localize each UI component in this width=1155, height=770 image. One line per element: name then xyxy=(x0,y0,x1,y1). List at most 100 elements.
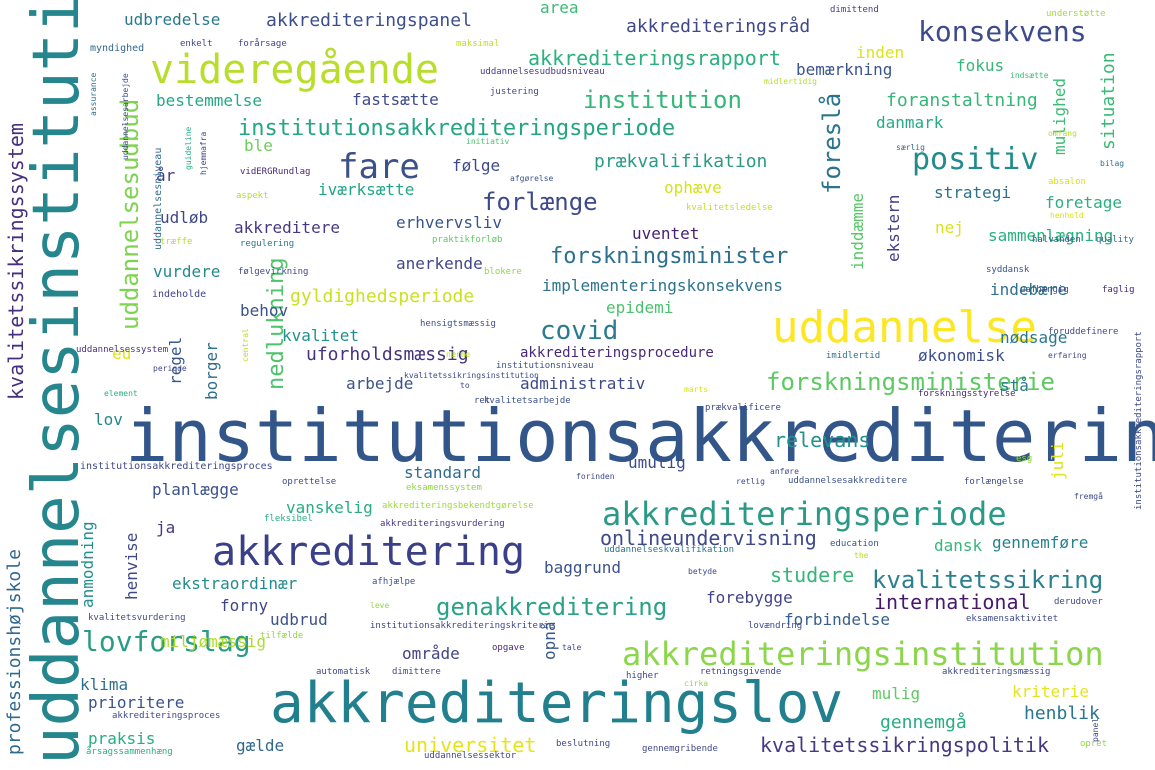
word-institution: institution xyxy=(583,86,742,114)
word-foruddefinere: foruddefinere xyxy=(1048,327,1119,337)
word-regulering: regulering xyxy=(240,239,295,249)
word-kvalitetsvurdering: kvalitetsvurdering xyxy=(88,613,186,623)
word-inden: inden xyxy=(856,43,905,62)
word-hjemmafra: hjemmafra xyxy=(199,131,208,175)
word-eksamenssystem: eksamenssystem xyxy=(406,483,482,493)
word-understoette: understøtte xyxy=(1046,9,1106,19)
word-administrativ: administrativ xyxy=(520,374,646,393)
word-henblik: henblik xyxy=(1024,703,1100,724)
word-dimittere: dimittere xyxy=(392,667,441,677)
word-fare: fare xyxy=(338,147,420,187)
word-ja: ja xyxy=(156,518,176,537)
word-ekstraordinaer: ekstraordinær xyxy=(172,574,298,593)
word-forebygge: forebygge xyxy=(706,588,793,607)
word-fleksibel: fleksibel xyxy=(264,514,313,524)
word-strategi: strategi xyxy=(934,183,1012,202)
word-guideline: guideline xyxy=(184,126,193,170)
word-inddaemme: inddæmme xyxy=(848,192,867,270)
word-fokus: fokus xyxy=(956,56,1005,75)
word-udbrud: udbrud xyxy=(270,610,328,629)
word-regel: regel xyxy=(166,336,185,385)
word-juli: juli xyxy=(1048,441,1067,480)
word-international: international xyxy=(874,590,1031,614)
word-bestemmelse: bestemmelse xyxy=(156,91,262,110)
word-uforholdsmaessig: uforholdsmæssig xyxy=(306,344,469,365)
word-uventet: uventet xyxy=(632,224,700,243)
word-syddansk: syddansk xyxy=(986,265,1030,275)
word-kvalitetssikringspolitik: kvalitetssikringspolitik xyxy=(760,733,1049,757)
word-planlaegge: planlægge xyxy=(152,480,239,499)
word-udloeb: udløb xyxy=(160,208,209,227)
word-enkelt: enkelt xyxy=(180,39,213,49)
word-forskningsminister: forskningsminister xyxy=(550,244,789,269)
word-anerkende: anerkende xyxy=(396,254,483,273)
word-borger: borger xyxy=(202,342,221,400)
word-uddannelsessystem: uddannelsessystem xyxy=(76,345,169,355)
word-akkrediteringspanel: akkrediteringspanel xyxy=(266,10,472,31)
word-akkrediteringsperiode: akkrediteringsperiode xyxy=(602,495,1007,533)
word-kvalitetssikring: kvalitetssikring xyxy=(872,566,1104,594)
word-betyde: betyde xyxy=(688,567,717,576)
word-absalon: absalon xyxy=(1048,177,1086,187)
word-kvalitetsledelse: kvalitetsledelse xyxy=(686,203,773,213)
word-noedsage: nødsage xyxy=(1000,328,1068,347)
word-imidlertid: imidlertid xyxy=(826,351,881,361)
word-quality: quality xyxy=(1096,235,1134,245)
word-higher: higher xyxy=(626,671,659,681)
word-onlineundervisning: onlineundervisning xyxy=(600,526,817,550)
word-institutionsakkrediteringsproces: institutionsakkrediteringsproces xyxy=(80,461,273,472)
word-forlaengelse: forlængelse xyxy=(964,477,1024,487)
word-studere: studere xyxy=(770,563,855,587)
word-halvanden: halvanden xyxy=(1032,235,1081,245)
word-aar: år xyxy=(156,166,176,185)
word-akkrediteringsraad: akkrediteringsråd xyxy=(626,16,811,37)
word-blokere: blokere xyxy=(484,267,522,277)
word-uddannelsesudbudsniveau: uddannelsesudbudsniveau xyxy=(480,67,605,77)
word-erhvervsliv: erhvervsliv xyxy=(396,213,502,232)
word-henhold: henhold xyxy=(1050,211,1084,220)
word-konsekvens: konsekvens xyxy=(918,15,1087,48)
word-akkrediteringsproces: akkrediteringsproces xyxy=(112,711,221,721)
word-implementeringskonsekvens: implementeringskonsekvens xyxy=(542,276,783,295)
word-universitet: universitet xyxy=(404,733,537,757)
word-omraade: område xyxy=(402,644,460,663)
word-faglig: faglig xyxy=(1102,285,1135,295)
word-prioritere: prioritere xyxy=(88,693,185,712)
word-uddannelsessektor: uddannelsessektor xyxy=(424,751,517,761)
word-gennemfoere: gennemføre xyxy=(992,533,1089,552)
word-tilfaelde: tilfælde xyxy=(260,631,304,641)
word-ret: ret xyxy=(474,396,491,406)
word-hensigtsmaessig: hensigtsmæssig xyxy=(420,319,496,329)
word-assurance: assurance xyxy=(89,72,98,116)
word-derudover: derudover xyxy=(1054,597,1103,607)
word-vidergrundlag: vidERGRundlag xyxy=(240,167,311,177)
word-kvalitetssikringsinstitution: kvalitetssikringsinstitution xyxy=(404,371,539,380)
word-foranstaltning: foranstaltning xyxy=(886,90,1038,111)
word-professionshoejskole: professionshøjskole xyxy=(4,549,25,755)
word-anfoere: anføre xyxy=(770,467,799,476)
word-baggrund: baggrund xyxy=(544,558,622,577)
word-institutionsniveau: institutionsniveau xyxy=(496,361,594,371)
word-akkreditere: akkreditere xyxy=(234,218,340,237)
word-beslutning: beslutning xyxy=(556,739,611,749)
word-vurdere: vurdere xyxy=(153,262,221,281)
word-retlig: retlig xyxy=(736,477,765,486)
word-uafhaengig: uafhængig xyxy=(1020,285,1069,295)
word-eksamensaktivitet: eksamensaktivitet xyxy=(966,614,1059,624)
word-kvalitet: kvalitet xyxy=(282,326,360,345)
word-vanskelig: vanskelig xyxy=(286,498,373,517)
word-positiv: positiv xyxy=(912,142,1039,177)
word-uddannelseskvalifikation: uddannelseskvalifikation xyxy=(604,545,735,555)
word-initiativ: initiativ xyxy=(466,137,510,146)
word-situation: situation xyxy=(1098,52,1119,150)
word-oprettelse: oprettelse xyxy=(282,477,337,487)
word-forinden: forinden xyxy=(576,472,615,481)
word-gennemgaa: gennemgå xyxy=(880,712,967,733)
word-gennemgribende: gennemgribende xyxy=(642,744,718,754)
word-forskningsstyrelse: forskningsstyrelse xyxy=(918,389,1016,399)
word-marts: marts xyxy=(684,385,709,394)
word-udbredelse: udbredelse xyxy=(124,10,221,29)
word-kriterie: kriterie xyxy=(1012,682,1090,701)
word-lovaendring: lovændring xyxy=(748,621,803,631)
word-nedlukning: nedlukning xyxy=(264,257,289,390)
